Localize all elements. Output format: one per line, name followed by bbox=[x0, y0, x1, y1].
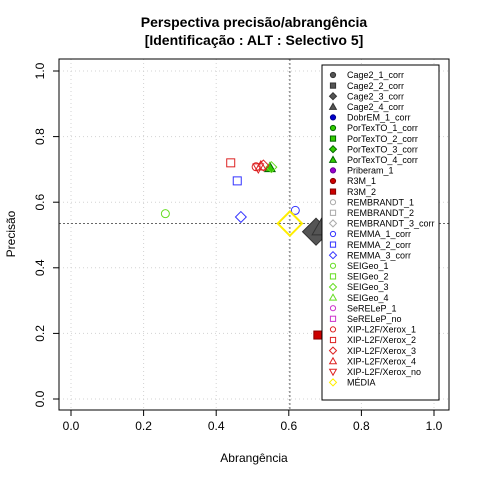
legend-symbol bbox=[328, 155, 338, 163]
legend-symbol bbox=[329, 262, 337, 269]
x-tick-label: 0.0 bbox=[63, 419, 80, 433]
legend-symbol bbox=[329, 167, 337, 174]
legend-symbol bbox=[329, 336, 337, 344]
legend-entry: REMBRANDT_1 bbox=[347, 197, 414, 207]
data-point bbox=[290, 205, 300, 215]
legend-entry: XIP-L2F/Xerox_2 bbox=[347, 335, 416, 345]
data-point bbox=[251, 162, 261, 172]
legend-entry: R3M_1 bbox=[347, 176, 376, 186]
legend-symbol bbox=[328, 346, 338, 355]
legend-symbol bbox=[328, 378, 338, 387]
legend-symbol bbox=[329, 188, 337, 195]
legend-entry: REMMA_2_corr bbox=[347, 240, 411, 250]
legend-symbol bbox=[329, 135, 337, 142]
legend-entry: XIP-L2F/Xerox_1 bbox=[347, 325, 416, 335]
plot-frame bbox=[58, 58, 450, 411]
legend-symbol bbox=[329, 326, 337, 333]
legend-entry: DobrEM_1_corr bbox=[347, 113, 411, 123]
legend-symbol bbox=[328, 144, 338, 154]
legend-entry: SEIGeo_1 bbox=[347, 261, 389, 271]
legend-entry: Cage2_2_corr bbox=[347, 81, 404, 91]
data-point bbox=[254, 159, 267, 171]
data-point bbox=[160, 209, 170, 219]
x-tick-label: 1.0 bbox=[426, 419, 443, 433]
chart-subtitle: [Identificação : ALT : Selectivo 5] bbox=[145, 32, 364, 48]
legend-entry: SeRELeP_1 bbox=[347, 303, 397, 313]
legend: Cage2_1_corrCage2_2_corrCage2_3_corrCage… bbox=[321, 64, 440, 401]
data-point bbox=[252, 163, 265, 174]
y-tick-label: 1.0 bbox=[33, 62, 47, 79]
legend-symbol bbox=[328, 219, 338, 228]
legend-symbol bbox=[328, 250, 338, 260]
legend-symbol bbox=[329, 209, 337, 216]
legend-entry: SEIGeo_3 bbox=[347, 282, 389, 292]
x-tick-label: 0.8 bbox=[353, 419, 370, 433]
data-point bbox=[313, 330, 323, 340]
y-axis: 0.0 0.2 0.4 0.6 0.8 1.0 bbox=[33, 62, 59, 407]
legend-entry: PorTexTO_3_corr bbox=[347, 144, 418, 154]
data-point bbox=[234, 210, 247, 224]
legend-symbol bbox=[329, 315, 337, 322]
y-tick-label: 0.6 bbox=[33, 194, 47, 211]
legend-entry: SEIGeo_2 bbox=[347, 272, 389, 282]
legend-entry: PorTexTO_2_corr bbox=[347, 134, 418, 144]
legend-entry: REMBRANDT_2 bbox=[347, 208, 414, 218]
legend-symbol bbox=[329, 199, 337, 206]
data-point bbox=[265, 160, 278, 174]
x-tick-label: 0.4 bbox=[208, 419, 225, 433]
legend-entry: PorTexTO_1_corr bbox=[347, 123, 418, 133]
legend-symbol bbox=[329, 124, 337, 132]
x-tick-label: 0.6 bbox=[280, 419, 297, 433]
legend-symbol bbox=[329, 82, 337, 89]
legend-entry: Cage2_3_corr bbox=[347, 91, 404, 101]
legend-entry: Priberam_1 bbox=[347, 166, 394, 176]
legend-entry: R3M_2 bbox=[347, 187, 376, 197]
legend-entry: REMMA_3_corr bbox=[347, 250, 411, 260]
legend-entry: Cage2_4_corr bbox=[347, 102, 404, 112]
legend-symbol bbox=[329, 241, 337, 248]
legend-symbol bbox=[328, 293, 338, 301]
legend-symbol bbox=[328, 102, 338, 110]
legend-symbol bbox=[329, 177, 337, 185]
y-tick-label: 0.0 bbox=[33, 390, 47, 407]
x-axis-label: Abrangência bbox=[220, 451, 288, 465]
legend-entry: XIP-L2F/Xerox_3 bbox=[347, 346, 416, 356]
data-point bbox=[276, 209, 304, 238]
legend-entry: XIP-L2F/Xerox_no bbox=[347, 367, 421, 377]
legend-entry: XIP-L2F/Xerox_4 bbox=[347, 356, 416, 366]
legend-symbol bbox=[328, 368, 338, 377]
legend-entry: REMMA_1_corr bbox=[347, 229, 411, 239]
legend-symbol bbox=[328, 282, 338, 292]
x-axis: 0.0 0.2 0.4 0.6 0.8 1.0 bbox=[63, 410, 443, 433]
legend-symbol bbox=[329, 273, 337, 280]
legend-symbol bbox=[329, 114, 337, 121]
x-tick-label: 0.2 bbox=[135, 419, 152, 433]
legend-entry: SeRELeP_no bbox=[347, 314, 402, 324]
legend-box bbox=[321, 64, 440, 401]
y-tick-label: 0.8 bbox=[33, 128, 47, 145]
legend-entry: SEIGeo_4 bbox=[347, 293, 389, 303]
legend-symbol bbox=[328, 91, 338, 101]
data-point bbox=[232, 176, 242, 186]
legend-entry: REMBRANDT_3_corr bbox=[347, 219, 435, 229]
data-point bbox=[226, 158, 236, 168]
y-axis-label: Precisão bbox=[4, 210, 18, 257]
legend-entry: MÉDIA bbox=[347, 378, 376, 388]
legend-symbol bbox=[329, 71, 337, 79]
legend-symbol bbox=[329, 230, 337, 238]
chart-title: Perspectiva precisão/abrangência bbox=[141, 14, 368, 30]
y-tick-label: 0.2 bbox=[33, 325, 47, 342]
legend-entry: PorTexTO_4_corr bbox=[347, 155, 418, 165]
y-tick-label: 0.4 bbox=[33, 259, 47, 276]
legend-symbol bbox=[329, 305, 337, 312]
data-points bbox=[160, 158, 339, 340]
legend-entry: Cage2_1_corr bbox=[347, 70, 404, 80]
legend-symbol bbox=[328, 356, 338, 365]
